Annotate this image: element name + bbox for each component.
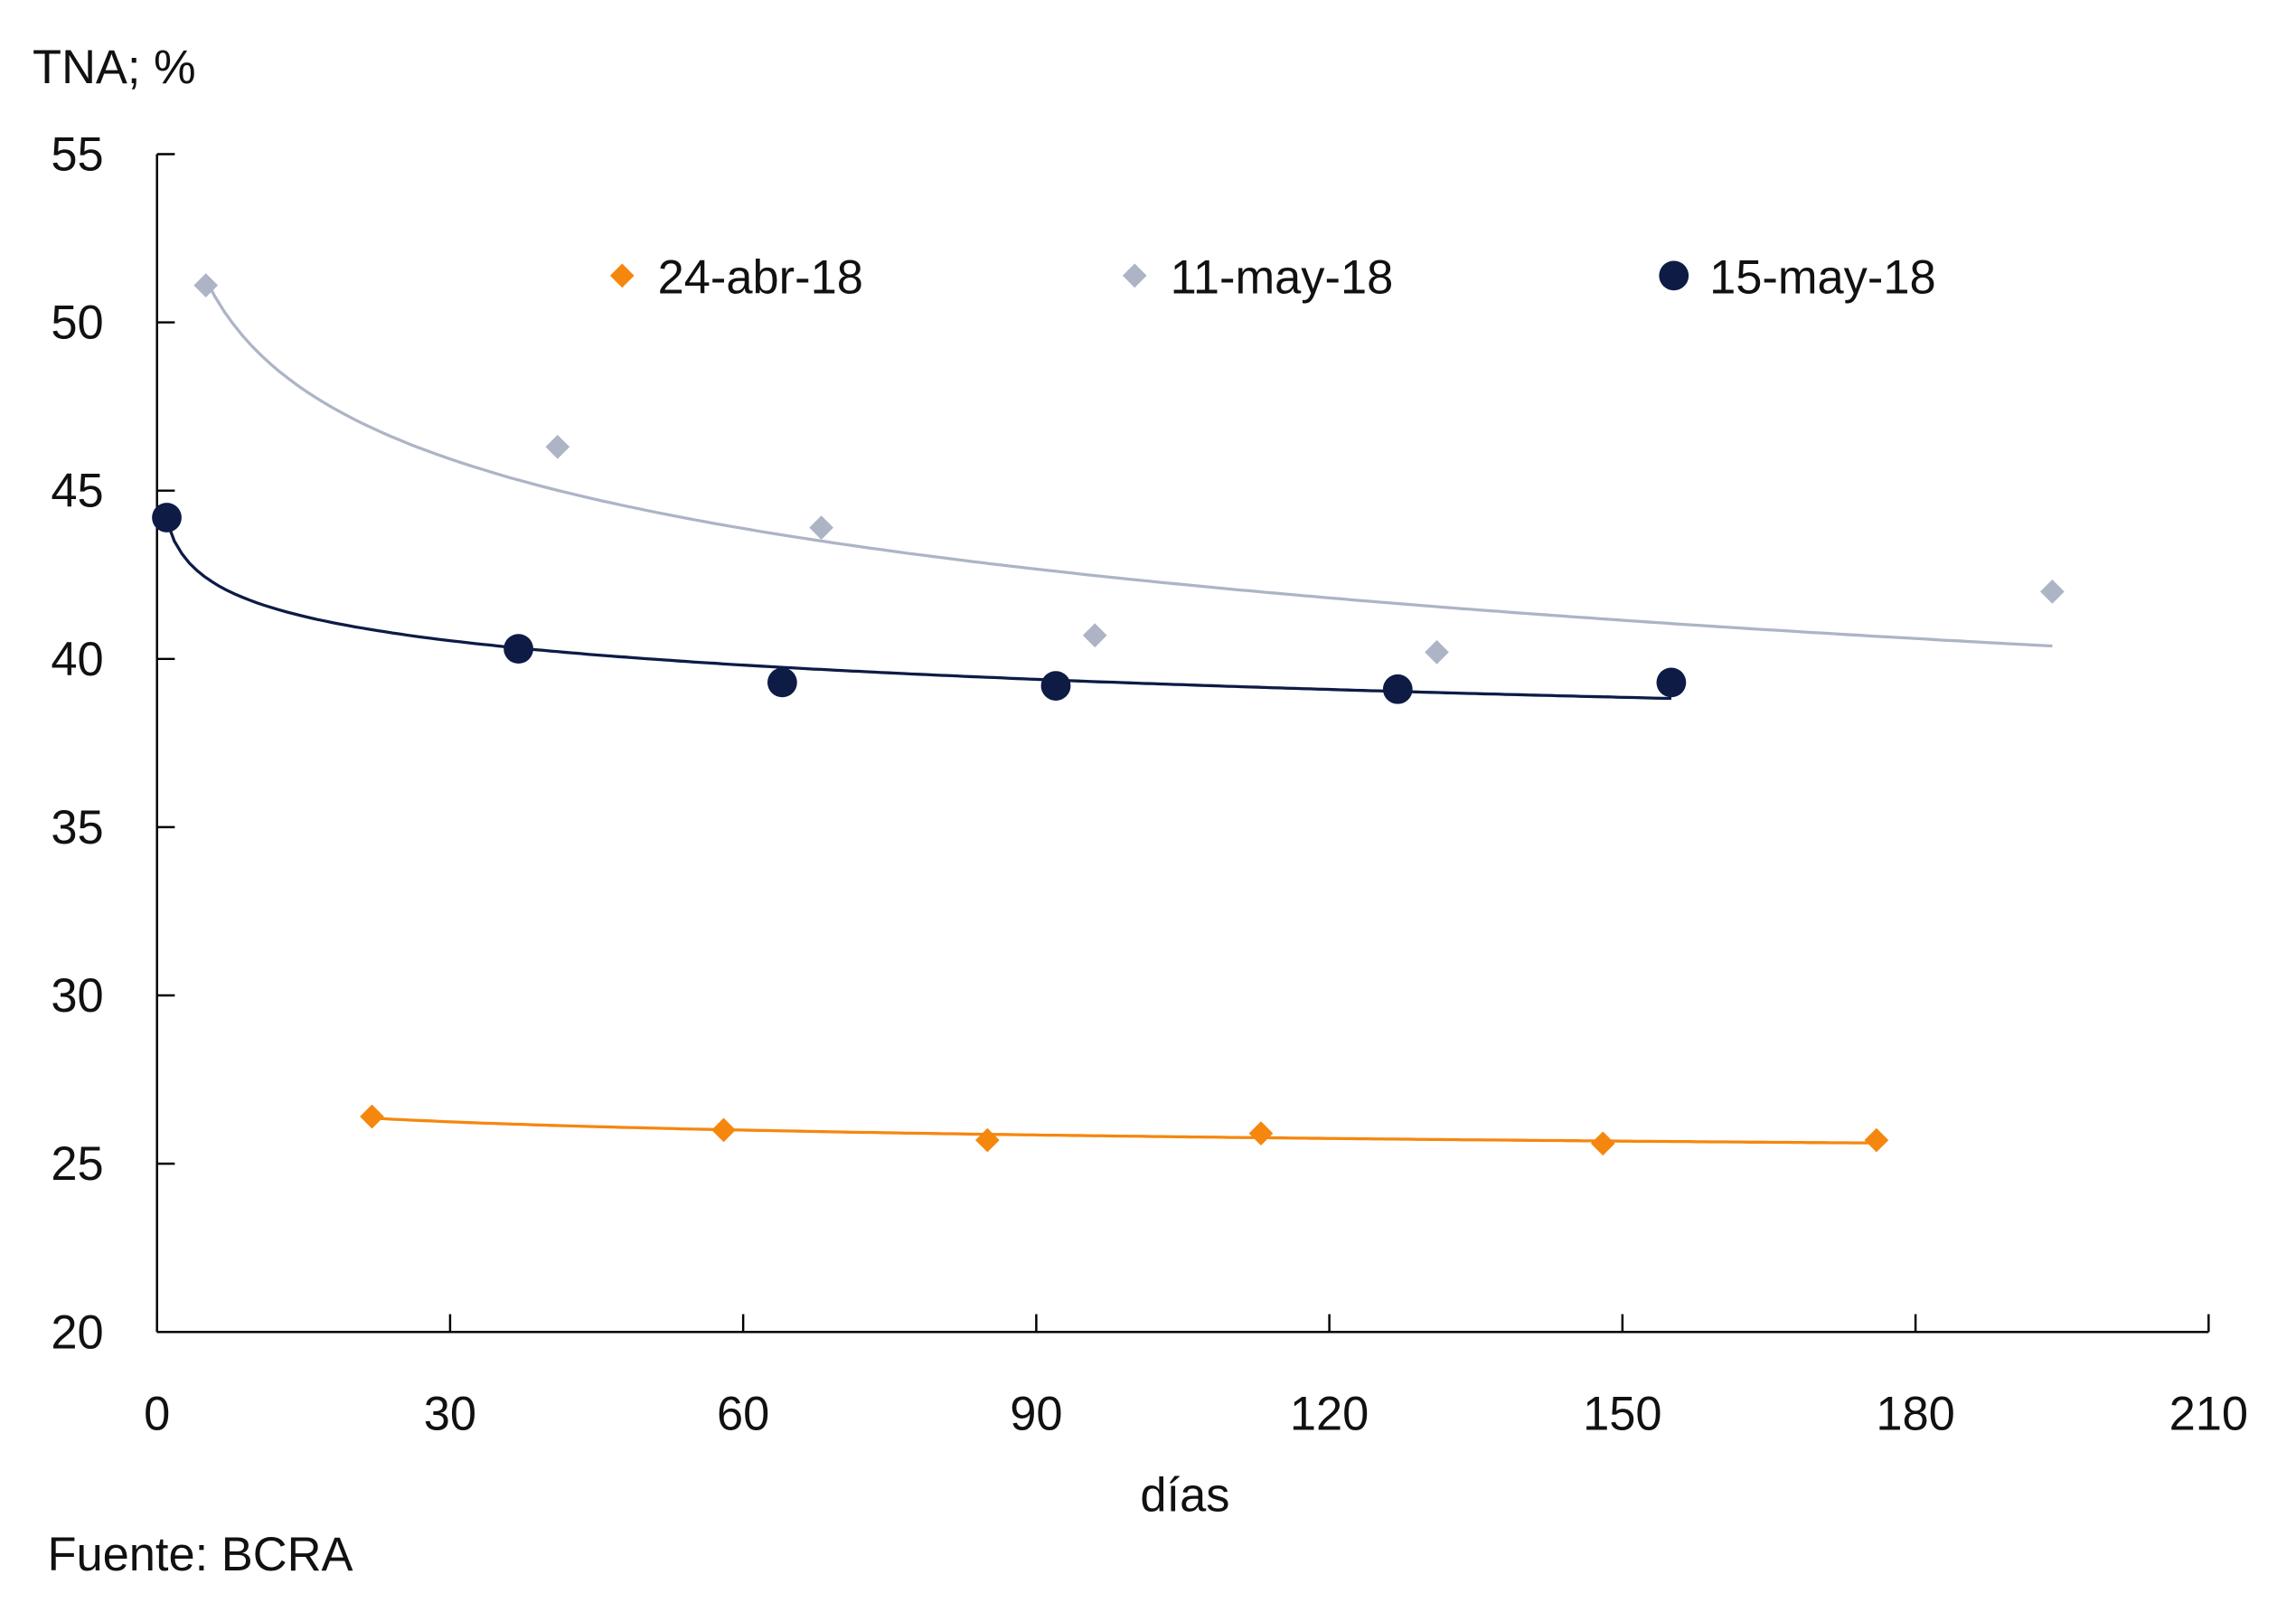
data-point-24-abr-18 xyxy=(1864,1127,1889,1153)
data-point-11-may-18 xyxy=(1082,623,1107,648)
trendlines xyxy=(165,278,2053,1145)
legend-marker-11-may-18 xyxy=(1122,263,1147,288)
y-axis-title: TNA; % xyxy=(33,42,196,94)
y-tick-label: 55 xyxy=(51,128,103,181)
x-tick-label: 180 xyxy=(1876,1388,1954,1440)
legend-label-24-abr-18: 24-abr-18 xyxy=(658,252,863,305)
y-tick-label: 20 xyxy=(51,1306,103,1359)
data-point-24-abr-18 xyxy=(1590,1131,1615,1156)
data-point-24-abr-18 xyxy=(975,1127,1000,1153)
x-tick-label: 150 xyxy=(1583,1388,1661,1440)
y-tick-label: 30 xyxy=(51,970,103,1023)
data-point-11-may-18 xyxy=(809,515,833,540)
x-tick-label: 210 xyxy=(2169,1388,2248,1440)
x-tick-label: 120 xyxy=(1290,1388,1369,1440)
trendline-24-abr-18 xyxy=(372,1116,1877,1145)
data-point-11-may-18 xyxy=(1425,640,1449,665)
data-point-15-may-18 xyxy=(1656,667,1687,698)
x-axis-title: días xyxy=(1140,1470,1229,1522)
x-tick-label: 90 xyxy=(1010,1388,1062,1440)
data-point-15-may-18 xyxy=(1382,674,1413,704)
data-point-15-may-18 xyxy=(152,503,182,533)
y-tick-label: 45 xyxy=(51,466,103,518)
legend-label-15-may-18: 15-may-18 xyxy=(1709,252,1936,305)
trendline-15-may-18 xyxy=(165,520,1671,701)
axes: 20 25 30 35 40 45 50 55 0 30 60 90 120 150 180 210 xyxy=(51,128,2248,1440)
data-point-24-abr-18 xyxy=(360,1104,384,1129)
data-point-15-may-18 xyxy=(767,667,797,698)
x-tick-label: 0 xyxy=(144,1388,170,1440)
source-note: Fuente: BCRA xyxy=(47,1529,353,1581)
data-point-15-may-18 xyxy=(503,634,533,665)
y-tick-label: 40 xyxy=(51,634,103,686)
data-point-11-may-18 xyxy=(545,434,570,459)
data-point-15-may-18 xyxy=(1040,671,1071,701)
legend-label-11-may-18: 11-may-18 xyxy=(1171,252,1394,305)
y-tick-label: 25 xyxy=(51,1138,103,1191)
y-tick-label: 35 xyxy=(51,802,103,854)
legend-marker-24-abr-18 xyxy=(609,263,635,288)
data-point-24-abr-18 xyxy=(1248,1121,1274,1145)
data-points xyxy=(152,273,2065,1156)
legend-marker-15-may-18 xyxy=(1659,260,1689,291)
trendline-11-may-18 xyxy=(204,278,2053,648)
data-point-11-may-18 xyxy=(2040,580,2065,604)
legend: 24-abr-18 11-may-18 15-may-18 xyxy=(609,252,1936,305)
x-tick-label: 60 xyxy=(717,1388,769,1440)
x-tick-label: 30 xyxy=(424,1388,476,1440)
data-point-24-abr-18 xyxy=(711,1117,736,1143)
y-tick-label: 50 xyxy=(51,297,103,350)
